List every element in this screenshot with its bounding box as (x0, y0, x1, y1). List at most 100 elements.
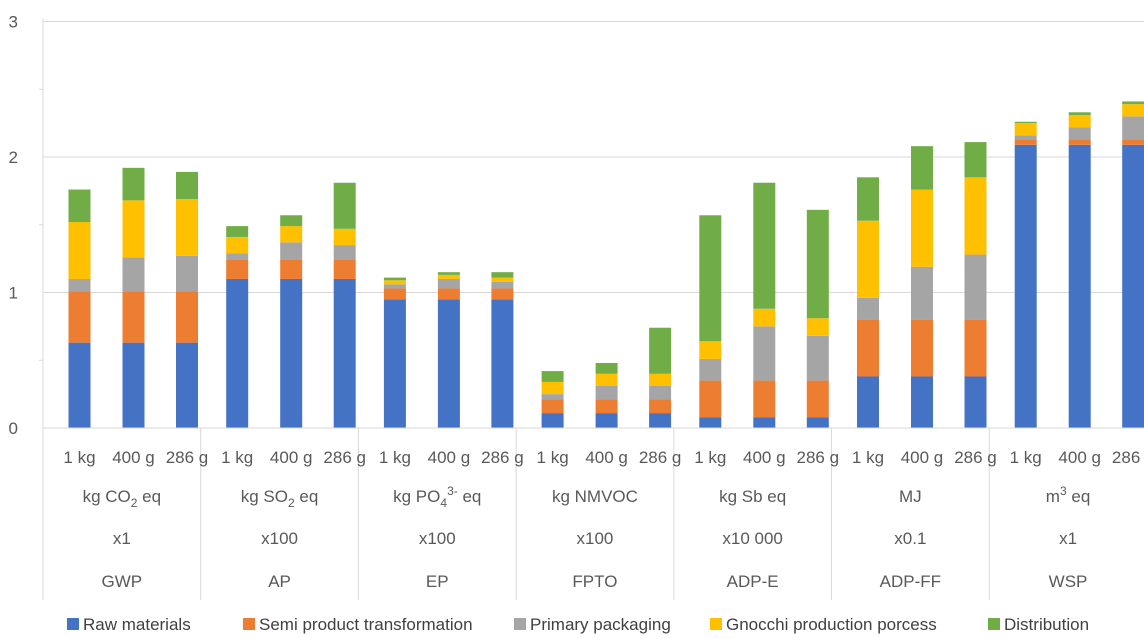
bar-segment (491, 299, 514, 428)
bar-segment (437, 274, 460, 279)
bar-segment (595, 399, 618, 414)
y-tick-label: 3 (9, 13, 18, 32)
bar-segment (1122, 104, 1144, 117)
bar-segment (857, 297, 879, 320)
bar-segment (333, 245, 356, 260)
bar-segment (68, 189, 91, 223)
bar-segment (226, 253, 249, 260)
x-category-label: 400 g (901, 448, 944, 467)
bar-segment (911, 146, 933, 190)
x-category-label: 286 g (797, 448, 840, 467)
bar-segment (383, 284, 406, 289)
bar-segment (753, 417, 776, 428)
bar-segment (1068, 144, 1091, 428)
bar-segment (280, 226, 303, 243)
bar-segment (806, 380, 829, 418)
bar-segment (68, 222, 91, 279)
bar-segment (699, 215, 722, 342)
bar-segment (1014, 144, 1037, 428)
unit-label: kg SO2 eq (241, 487, 319, 510)
indicator-label: ADP-FF (880, 572, 941, 591)
bar-segment (333, 259, 356, 279)
bar-segment (68, 291, 91, 343)
x-category-label: 1 kg (852, 448, 884, 467)
x-category-label: 286 g (481, 448, 524, 467)
bar-segment (226, 236, 249, 254)
indicator-label: ADP-E (727, 572, 779, 591)
bar-segment (122, 167, 145, 201)
bar-segment (1122, 116, 1144, 140)
unit-label: kg PO43- eq (393, 484, 481, 510)
bar-segment (964, 254, 987, 320)
legend-label: Distribution (1004, 615, 1089, 634)
x-category-label: 400 g (112, 448, 155, 467)
bar-segment (806, 335, 829, 381)
bar-segment (649, 399, 672, 414)
bar-segment (857, 177, 879, 221)
legend-swatch (514, 618, 526, 630)
bar-segment (1014, 135, 1037, 140)
x-category-label: 400 g (585, 448, 628, 467)
bar-segment (383, 288, 406, 300)
bar-segment (806, 318, 829, 336)
bar-segment (595, 373, 618, 386)
bar-segment (280, 259, 303, 279)
bar-segment (911, 189, 933, 267)
bar-segment (806, 209, 829, 319)
bar-segment (911, 376, 933, 428)
bar-segment (541, 413, 564, 428)
indicator-label: EP (426, 572, 449, 591)
bar-segment (122, 257, 145, 292)
bar-segment (911, 319, 933, 377)
scale-label: x100 (419, 529, 456, 548)
bar-segment (491, 288, 514, 300)
bar-segment (753, 182, 776, 309)
bar-segment (541, 399, 564, 414)
bar-segment (1014, 123, 1037, 136)
y-axis: 0 1 2 3 (9, 13, 44, 438)
indicator-label: GWP (102, 572, 143, 591)
bar-segment (176, 171, 198, 200)
legend-label: Gnocchi production porcess (726, 615, 937, 634)
x-category-label: 1 kg (221, 448, 253, 467)
bar-segment (122, 291, 145, 343)
y-tick-label: 2 (9, 148, 18, 167)
x-category-label: 1 kg (63, 448, 95, 467)
bar-segment (176, 199, 198, 256)
bar-segment (595, 413, 618, 428)
scale-label: x1 (113, 529, 131, 548)
bar-segment (122, 200, 145, 258)
unit-label: MJ (899, 487, 922, 506)
bar-segment (649, 373, 672, 386)
bar-segment (857, 376, 879, 428)
bar-segment (383, 277, 406, 281)
bar-segment (1068, 112, 1091, 115)
bar-segment (699, 341, 722, 359)
scale-label: x100 (577, 529, 614, 548)
x-category-label: 286 g (323, 448, 366, 467)
x-category-label: 400 g (428, 448, 471, 467)
bar-segment (541, 371, 564, 382)
bar-segment (857, 319, 879, 377)
bar-segment (383, 280, 406, 285)
bar-segment (649, 385, 672, 400)
bar-segment (595, 362, 618, 374)
bar-segment (595, 385, 618, 400)
bar-segment (964, 376, 987, 428)
bar-segment (491, 272, 514, 278)
bar-segment (68, 342, 91, 428)
bar-segment (176, 291, 198, 343)
bar-segment (541, 381, 564, 395)
bar-segment (1122, 101, 1144, 105)
bar-segment (280, 278, 303, 428)
indicator-label: WSP (1049, 572, 1088, 591)
legend-swatch (243, 618, 255, 630)
bar-segment (753, 326, 776, 381)
bar-segment (176, 255, 198, 292)
bar-segment (280, 215, 303, 227)
unit-label: kg Sb eq (719, 487, 786, 506)
bar-segment (1068, 127, 1091, 140)
bar-segment (1014, 139, 1037, 145)
bar-segment (226, 226, 249, 237)
